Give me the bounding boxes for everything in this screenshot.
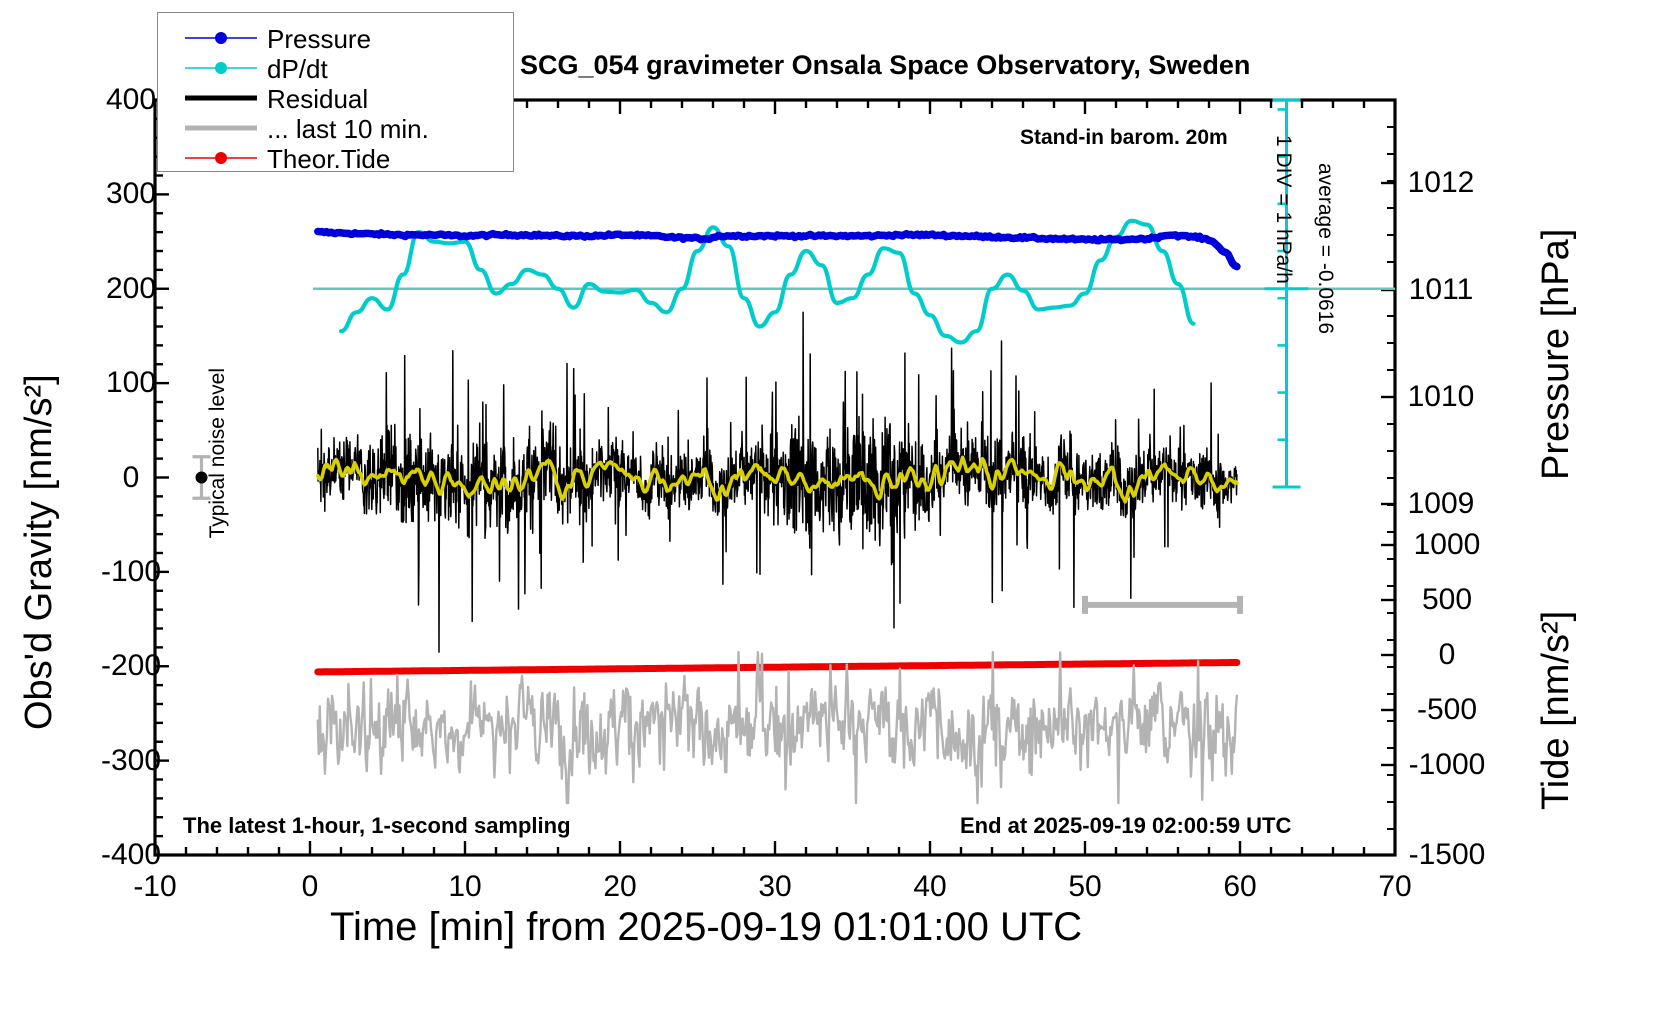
legend-swatches bbox=[185, 32, 257, 164]
standin-barom-note: Stand-in barom. 20m bbox=[1020, 126, 1228, 149]
y-right-pressure-tick-label: 1010 bbox=[1407, 380, 1475, 413]
y-right-pressure-tick-label: 1012 bbox=[1407, 166, 1475, 199]
dpdt-trace bbox=[338, 218, 1196, 345]
y-right-pressure-tick-label: 1009 bbox=[1407, 487, 1475, 520]
x-tick-label: 10 bbox=[448, 870, 482, 903]
x-tick-label: 40 bbox=[913, 870, 947, 903]
y-left-tick-label: 200 bbox=[105, 271, 157, 305]
x-tick-label: 50 bbox=[1068, 870, 1102, 903]
y-left-tick-label: -100 bbox=[100, 554, 162, 588]
x-tick-label: 20 bbox=[603, 870, 637, 903]
legend-item-label: Pressure bbox=[267, 24, 372, 54]
y-right-tide-tick-label: 500 bbox=[1421, 583, 1473, 616]
residual-smoothed-trace bbox=[316, 455, 1239, 504]
legend-item-label: Theor.Tide bbox=[267, 144, 391, 174]
y-right-tide-tick-label: -1500 bbox=[1408, 838, 1486, 871]
legend-item-label: dP/dt bbox=[267, 54, 328, 84]
residual-trace bbox=[317, 311, 1238, 653]
x-axis-label: Time [min] from 2025-09-19 01:01:00 UTC bbox=[330, 905, 1083, 949]
y-left-tick-label: -200 bbox=[100, 649, 162, 683]
legend-item-label: ... last 10 min. bbox=[267, 114, 429, 144]
y-left-tick-label: 400 bbox=[105, 83, 157, 116]
x-tick-label: -10 bbox=[133, 870, 177, 903]
pressure-trace bbox=[314, 227, 1241, 271]
y-left-tick-label: -400 bbox=[100, 838, 162, 871]
sampling-note: The latest 1-hour, 1-second sampling bbox=[183, 813, 571, 838]
x-tick-label: 70 bbox=[1378, 870, 1412, 903]
y-right-tide-tick-label: -1000 bbox=[1408, 748, 1486, 781]
x-tick-label: 0 bbox=[301, 870, 319, 903]
chart-title: SCG_054 gravimeter Onsala Space Observat… bbox=[520, 50, 1251, 80]
y-left-tick-label: -300 bbox=[100, 743, 162, 777]
legend-item-label: Residual bbox=[267, 84, 369, 114]
legend bbox=[157, 12, 514, 172]
end-time-note: End at 2025-09-19 02:00:59 UTC bbox=[960, 813, 1292, 838]
y-left-tick-label: 300 bbox=[105, 177, 157, 211]
x-tick-label: 60 bbox=[1223, 870, 1257, 903]
y-right-tide-tick-label: 0 bbox=[1438, 638, 1456, 671]
last-10-min-trace bbox=[316, 650, 1239, 805]
legend-items: Pressure dP/dt Residual... last 10 min. The… bbox=[157, 12, 512, 174]
typical-noise-point bbox=[195, 471, 208, 484]
y-right-tide-tick-label: 1000 bbox=[1413, 528, 1481, 561]
theor-tide-trace bbox=[314, 659, 1241, 676]
y-left-tick-label: 0 bbox=[122, 460, 140, 494]
y-right-tide-tick-label: -500 bbox=[1416, 693, 1478, 726]
y-left-tick-label: 100 bbox=[105, 366, 157, 400]
x-tick-label: 30 bbox=[758, 870, 792, 903]
y-right-pressure-tick-label: 1011 bbox=[1408, 273, 1474, 306]
